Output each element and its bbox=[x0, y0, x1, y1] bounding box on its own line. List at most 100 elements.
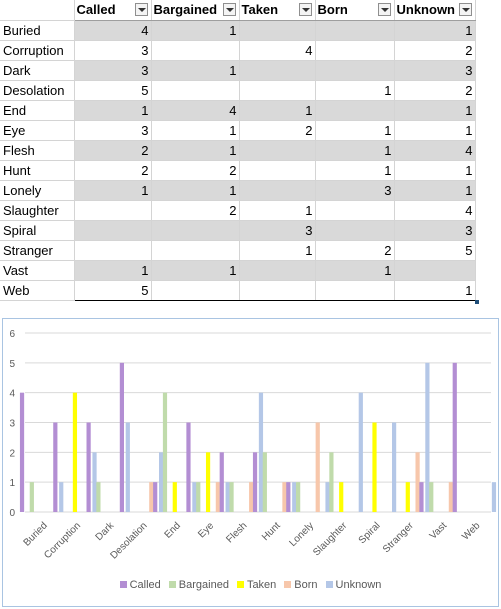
value-cell[interactable] bbox=[74, 220, 152, 241]
row-label-cell[interactable]: Spiral bbox=[0, 220, 75, 241]
value-cell[interactable] bbox=[315, 200, 395, 221]
value-cell[interactable] bbox=[315, 100, 395, 121]
bar-born-lonely[interactable] bbox=[315, 422, 320, 513]
value-cell[interactable]: 2 bbox=[151, 160, 240, 181]
bar-called-web[interactable] bbox=[452, 362, 457, 512]
value-cell[interactable]: 1 bbox=[394, 120, 476, 141]
bar-taken-eye[interactable] bbox=[205, 452, 211, 512]
row-label-cell[interactable]: Dark bbox=[0, 60, 75, 81]
bar-born-flesh[interactable] bbox=[249, 482, 254, 512]
legend-item[interactable]: Called bbox=[119, 579, 161, 591]
value-cell[interactable] bbox=[151, 220, 240, 241]
bar-unknown-stranger[interactable] bbox=[425, 362, 430, 512]
row-label-cell[interactable]: Stranger bbox=[0, 240, 75, 261]
value-cell[interactable] bbox=[239, 140, 316, 161]
value-cell[interactable]: 3 bbox=[315, 180, 395, 201]
value-cell[interactable]: 1 bbox=[394, 20, 476, 41]
value-cell[interactable]: 1 bbox=[151, 20, 240, 41]
value-cell[interactable] bbox=[239, 60, 316, 81]
value-cell[interactable]: 3 bbox=[74, 40, 152, 61]
bar-called-end[interactable] bbox=[153, 482, 158, 512]
bar-called-desolation[interactable] bbox=[119, 362, 124, 512]
bar-bargained-vast[interactable] bbox=[429, 482, 434, 512]
value-cell[interactable] bbox=[315, 60, 395, 81]
legend-item[interactable]: Taken bbox=[236, 579, 276, 591]
value-cell[interactable] bbox=[74, 240, 152, 261]
bar-taken-spiral[interactable] bbox=[372, 422, 377, 513]
value-cell[interactable]: 4 bbox=[74, 20, 152, 41]
value-cell[interactable] bbox=[315, 40, 395, 61]
bar-bargained-slaughter[interactable] bbox=[329, 452, 334, 512]
legend-item[interactable]: Born bbox=[284, 579, 318, 591]
filter-dropdown-icon[interactable] bbox=[298, 3, 312, 16]
table-resize-handle[interactable] bbox=[475, 300, 479, 304]
filter-dropdown-icon[interactable] bbox=[458, 3, 472, 16]
bar-taken-slaughter[interactable] bbox=[339, 482, 344, 512]
bar-called-eye[interactable] bbox=[186, 422, 191, 513]
value-cell[interactable] bbox=[315, 220, 395, 241]
bar-born-eye[interactable] bbox=[215, 482, 220, 512]
bar-bargained-eye[interactable] bbox=[196, 482, 201, 512]
bar-bargained-flesh[interactable] bbox=[229, 482, 234, 512]
value-cell[interactable]: 1 bbox=[74, 100, 152, 121]
value-cell[interactable]: 3 bbox=[394, 60, 476, 81]
value-cell[interactable] bbox=[151, 80, 240, 101]
bar-bargained-lonely[interactable] bbox=[296, 482, 301, 512]
bar-born-vast[interactable] bbox=[448, 482, 453, 512]
header-cell[interactable]: Bargained bbox=[151, 0, 240, 21]
value-cell[interactable]: 1 bbox=[151, 60, 240, 81]
row-label-cell[interactable]: Lonely bbox=[0, 180, 75, 201]
bar-called-hunt[interactable] bbox=[252, 452, 258, 512]
header-cell[interactable]: Unknown bbox=[394, 0, 476, 21]
filter-dropdown-icon[interactable] bbox=[134, 3, 148, 16]
row-label-cell[interactable]: Flesh bbox=[0, 140, 75, 161]
value-cell[interactable]: 2 bbox=[394, 40, 476, 61]
value-cell[interactable]: 1 bbox=[315, 260, 395, 281]
row-label-cell[interactable]: Vast bbox=[0, 260, 75, 281]
value-cell[interactable]: 2 bbox=[315, 240, 395, 261]
value-cell[interactable]: 1 bbox=[315, 80, 395, 101]
value-cell[interactable]: 1 bbox=[151, 120, 240, 141]
bar-chart[interactable]: 0 1 2 3 4 5 6 Buried Corruption Dark Desolation End… bbox=[2, 318, 499, 607]
bar-called-dark[interactable] bbox=[86, 422, 91, 513]
header-cell[interactable]: Taken bbox=[239, 0, 316, 21]
bar-bargained-buried[interactable] bbox=[29, 482, 34, 512]
value-cell[interactable]: 2 bbox=[151, 200, 240, 221]
value-cell[interactable]: 1 bbox=[394, 160, 476, 181]
bar-bargained-end[interactable] bbox=[162, 392, 168, 512]
row-label-cell[interactable]: Slaughter bbox=[0, 200, 75, 221]
header-corner-cell[interactable] bbox=[0, 0, 75, 21]
value-cell[interactable]: 4 bbox=[394, 200, 476, 221]
value-cell[interactable]: 3 bbox=[74, 120, 152, 141]
value-cell[interactable]: 5 bbox=[74, 280, 152, 301]
value-cell[interactable]: 1 bbox=[74, 260, 152, 281]
row-label-cell[interactable]: Eye bbox=[0, 120, 75, 141]
bar-taken-end[interactable] bbox=[172, 482, 177, 512]
row-label-cell[interactable]: Desolation bbox=[0, 80, 75, 101]
value-cell[interactable]: 3 bbox=[394, 220, 476, 241]
value-cell[interactable]: 2 bbox=[74, 160, 152, 181]
legend-item[interactable]: Bargained bbox=[168, 579, 229, 591]
value-cell[interactable]: 1 bbox=[151, 140, 240, 161]
bar-called-lonely[interactable] bbox=[286, 482, 291, 512]
value-cell[interactable] bbox=[151, 240, 240, 261]
row-label-cell[interactable]: Corruption bbox=[0, 40, 75, 61]
bar-bargained-hunt[interactable] bbox=[262, 452, 267, 512]
row-label-cell[interactable]: Buried bbox=[0, 20, 75, 41]
filter-dropdown-icon[interactable] bbox=[222, 3, 236, 16]
bar-taken-corruption[interactable] bbox=[72, 392, 78, 512]
bar-unknown-hunt[interactable] bbox=[292, 482, 297, 512]
value-cell[interactable]: 1 bbox=[315, 140, 395, 161]
value-cell[interactable]: 1 bbox=[239, 200, 316, 221]
bar-called-buried[interactable] bbox=[19, 392, 25, 512]
bar-unknown-lonely[interactable] bbox=[325, 482, 330, 512]
bar-unknown-slaughter[interactable] bbox=[358, 392, 363, 512]
value-cell[interactable]: 1 bbox=[315, 160, 395, 181]
value-cell[interactable]: 2 bbox=[239, 120, 316, 141]
bar-unknown-end[interactable] bbox=[192, 482, 197, 512]
bar-taken-stranger[interactable] bbox=[405, 482, 410, 512]
bar-unknown-spiral[interactable] bbox=[392, 422, 397, 513]
value-cell[interactable]: 4 bbox=[239, 40, 316, 61]
value-cell[interactable] bbox=[239, 260, 316, 281]
bar-unknown-desolation[interactable] bbox=[159, 452, 164, 512]
